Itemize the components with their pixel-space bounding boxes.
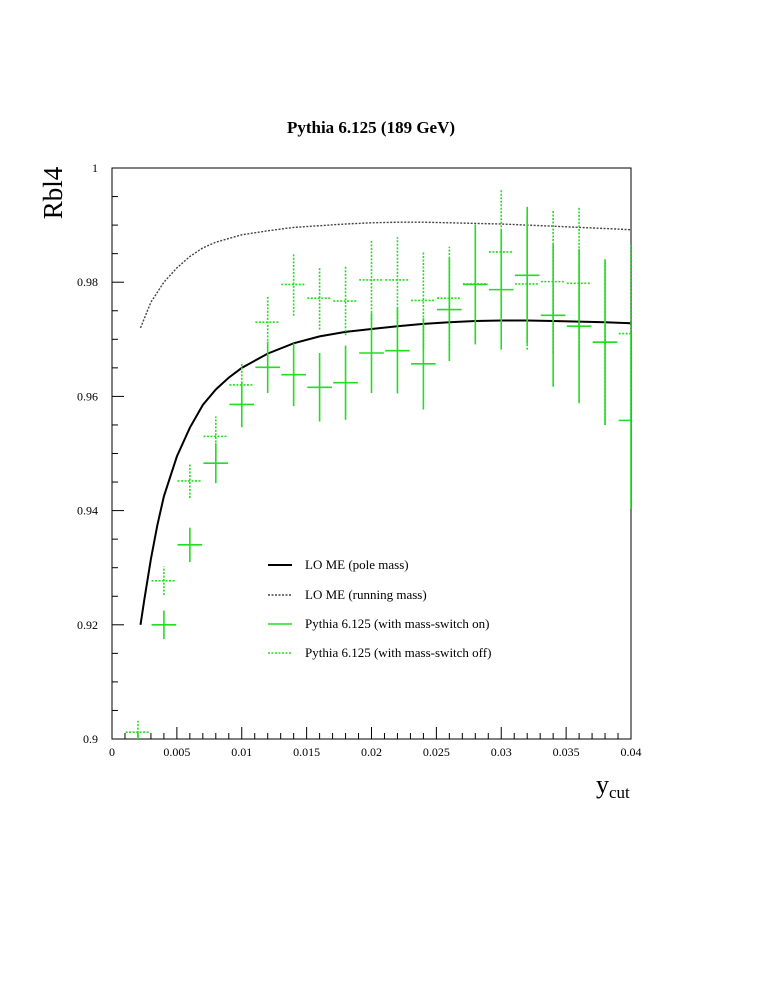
data-point — [151, 610, 177, 640]
data-point — [462, 229, 488, 339]
data-point — [307, 266, 332, 330]
legend: LO ME (pole mass) LO ME (running mass) Pyt… — [268, 557, 491, 660]
x-tick-label: 0.03 — [491, 745, 512, 759]
data-point — [359, 239, 384, 320]
chart-title: Pythia 6.125 (189 GeV) — [287, 118, 455, 137]
plot-area — [125, 189, 631, 739]
data-point — [151, 566, 177, 596]
data-point — [540, 210, 566, 354]
x-axis-label-sub: cut — [609, 783, 630, 802]
x-tick-label: 0.015 — [293, 745, 320, 759]
data-point — [177, 527, 203, 562]
data-point — [177, 463, 203, 499]
series-2 — [137, 206, 631, 739]
series-1 — [139, 221, 631, 329]
x-tick-label: 0.035 — [553, 745, 580, 759]
data-point — [255, 296, 281, 348]
x-tick-label: 0.04 — [621, 745, 642, 759]
series-line — [139, 319, 631, 625]
y-tick-label: 0.98 — [77, 275, 98, 289]
data-point — [592, 259, 618, 425]
data-point — [281, 343, 306, 407]
legend-label: LO ME (pole mass) — [305, 557, 409, 572]
data-point — [437, 246, 462, 350]
x-axis-label: ycut — [596, 770, 630, 802]
data-point — [618, 331, 631, 509]
legend-label: Pythia 6.125 (with mass-switch off) — [305, 645, 491, 660]
data-point — [307, 353, 332, 422]
x-tick-label: 0.025 — [423, 745, 450, 759]
y-axis-label: Rbl4 — [38, 166, 68, 219]
data-point — [333, 266, 358, 336]
data-point — [229, 362, 255, 408]
data-point — [411, 251, 436, 350]
x-tick-label: 0.02 — [361, 745, 382, 759]
data-point — [411, 318, 436, 410]
data-point — [514, 218, 540, 350]
data-point — [566, 206, 592, 361]
data-point — [125, 720, 151, 739]
y-tick-label: 0.94 — [77, 504, 98, 518]
series-line — [139, 221, 631, 329]
series-3 — [125, 189, 631, 739]
data-point — [385, 237, 410, 323]
x-tick-label: 0 — [109, 745, 115, 759]
data-point — [203, 443, 229, 484]
x-axis-label-base: y — [596, 770, 609, 799]
axes: 0 0.005 0.01 0.015 0.02 0.025 0.03 0.035 0.04 0.9… — [77, 161, 642, 759]
legend-label: Pythia 6.125 (with mass-switch on) — [305, 616, 490, 631]
data-point — [203, 416, 229, 457]
y-tick-label: 0.9 — [83, 732, 98, 746]
data-point — [281, 253, 306, 316]
legend-label: LO ME (running mass) — [305, 587, 427, 602]
data-point — [359, 313, 384, 393]
data-point — [333, 345, 358, 420]
series-0 — [139, 319, 631, 625]
data-point — [618, 245, 631, 423]
data-point — [255, 341, 281, 393]
y-tick-label: 0.96 — [77, 389, 98, 403]
data-point — [488, 189, 514, 315]
y-tick-label: 0.92 — [77, 618, 98, 632]
x-tick-label: 0.005 — [163, 745, 190, 759]
x-tick-label: 0.01 — [231, 745, 252, 759]
y-tick-label: 1 — [92, 161, 98, 175]
